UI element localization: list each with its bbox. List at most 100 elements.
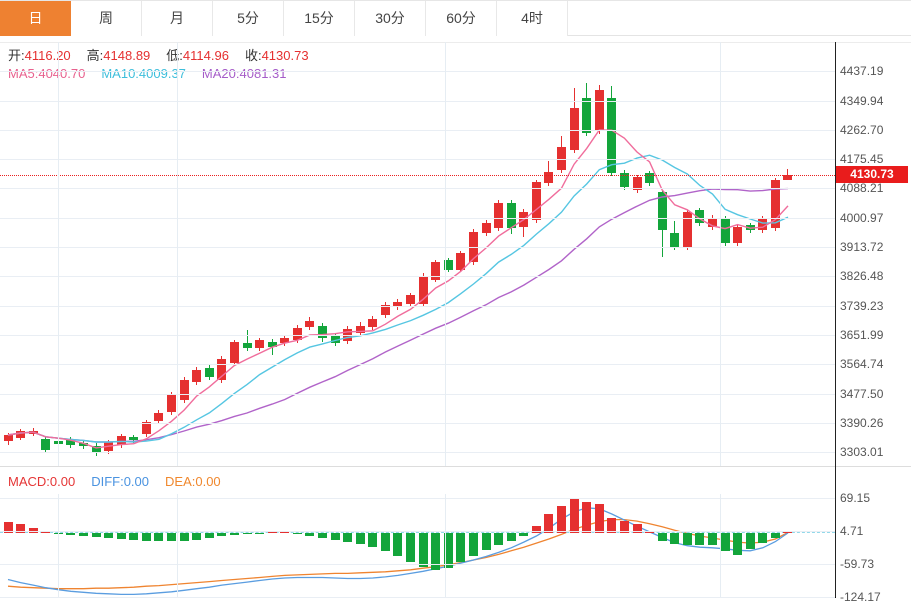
candle: [3, 435, 13, 442]
macd-bar: [758, 533, 768, 543]
macd-bar: [28, 528, 38, 534]
macd-bar: [141, 533, 151, 541]
time-gridline: [58, 494, 59, 597]
macd-bar: [557, 506, 567, 534]
macd-bar: [305, 533, 315, 536]
candle: [204, 367, 214, 377]
quote-bar: 开:4116.20 高:4148.89 低:4114.96 收:4130.73: [8, 45, 325, 64]
candle: [167, 395, 177, 413]
legend-item: MACD:0.00: [8, 474, 76, 489]
candle: [670, 232, 680, 247]
legend-item: MA20:4081.31: [201, 66, 287, 81]
candle: [418, 275, 428, 304]
legend-item: 收:4130.73: [244, 48, 309, 63]
ma5-line: [7, 129, 789, 449]
macd-bar: [255, 533, 265, 535]
legend-item: DIFF:0.00: [91, 474, 150, 489]
candle: [657, 192, 667, 231]
time-gridline: [177, 494, 178, 597]
candle: [242, 343, 252, 348]
macd-bar: [116, 533, 126, 540]
macd-bar: [783, 532, 793, 534]
macd-bar: [695, 533, 705, 546]
legend-item: MA5:4040.70: [8, 66, 86, 81]
time-gridline: [720, 494, 721, 597]
macd-bar: [707, 533, 717, 545]
macd-bar: [519, 533, 529, 537]
macd-bar: [418, 533, 428, 567]
macd-bar: [318, 533, 327, 538]
candle: [330, 335, 340, 343]
macd-bar: [481, 533, 491, 550]
macd-current-line: [0, 532, 835, 533]
tab-60min[interactable]: 60分: [426, 1, 497, 36]
axis-label: 3826.48: [840, 269, 884, 283]
macd-bar: [229, 533, 239, 536]
macd-bar: [632, 524, 642, 534]
price-gridline: [0, 306, 835, 307]
candle: [695, 209, 705, 223]
timeframe-tabbar: 日周月 5分 15分 30分 60分 4时: [0, 0, 911, 36]
macd-bar: [242, 533, 252, 535]
candle: [154, 412, 164, 421]
tab-30min[interactable]: 30分: [355, 1, 426, 36]
macd-bar: [745, 533, 755, 549]
macd-bar: [494, 533, 504, 545]
macd-bar: [594, 504, 604, 534]
macd-bar: [569, 497, 579, 534]
time-gridline: [445, 494, 446, 597]
candle: [594, 89, 604, 132]
time-gridline: [177, 42, 178, 466]
candle: [544, 171, 554, 183]
tab-15min[interactable]: 15分: [284, 1, 355, 36]
macd-bar: [670, 533, 680, 544]
price-gridline: [0, 364, 835, 365]
axis-label: 3564.74: [840, 357, 884, 371]
axis-label: 4175.45: [840, 152, 884, 166]
candle: [569, 108, 579, 151]
candle: [229, 342, 239, 364]
macd-bar: [343, 533, 353, 542]
macd-bar: [443, 533, 453, 569]
ma-legend: MA5:4040.70 MA10:4009.37 MA20:4081.31: [8, 66, 303, 81]
axis-label: 4262.70: [840, 123, 884, 137]
candle: [758, 217, 768, 231]
macd-bar: [645, 530, 655, 534]
price-gridline: [0, 247, 835, 248]
candle: [305, 321, 315, 328]
axis-label: 3477.50: [840, 387, 884, 401]
macd-bar: [217, 533, 227, 537]
candle: [28, 430, 38, 434]
macd-bar: [431, 533, 441, 571]
macd-bar: [330, 533, 340, 540]
candle: [406, 295, 416, 305]
tab-month[interactable]: 月: [142, 1, 213, 36]
last-price-line: [0, 174, 835, 176]
ma20-line: [7, 187, 789, 443]
macd-bar: [3, 521, 13, 534]
y-axis-line: [835, 42, 836, 598]
price-gridline: [0, 452, 835, 453]
candle: [318, 326, 327, 339]
candle: [267, 342, 277, 347]
macd-bar: [733, 533, 743, 555]
candle: [607, 97, 617, 173]
axis-label: -59.73: [840, 557, 875, 571]
candle: [368, 318, 378, 328]
tab-5min[interactable]: 5分: [213, 1, 284, 36]
candle: [217, 358, 227, 380]
candle: [16, 430, 26, 438]
macd-bar: [280, 532, 290, 534]
price-gridline: [0, 394, 835, 395]
tab-day[interactable]: 日: [0, 1, 71, 36]
macd-bar: [682, 533, 692, 545]
candle: [192, 369, 202, 382]
axis-label: -124.17: [840, 590, 881, 603]
macd-bar: [393, 533, 403, 557]
macd-bar: [770, 533, 780, 538]
tab-week[interactable]: 周: [71, 1, 142, 36]
last-price-tag: 4130.73: [836, 166, 908, 184]
price-gridline: [0, 531, 835, 532]
tab-4hour[interactable]: 4时: [497, 1, 568, 36]
